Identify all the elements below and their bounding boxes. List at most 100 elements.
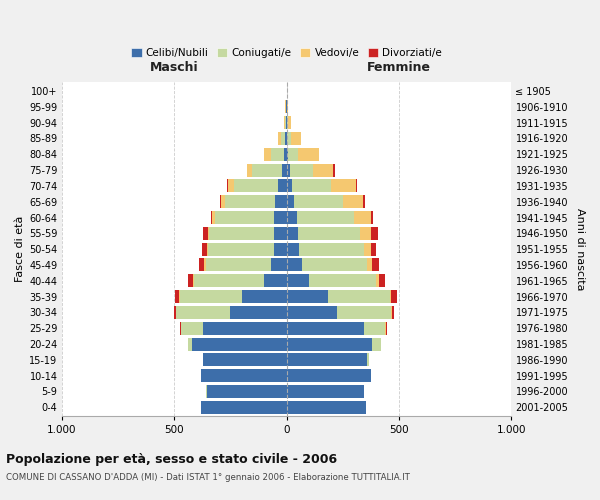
- Bar: [371, 242, 376, 256]
- Bar: [287, 401, 367, 414]
- Bar: [337, 306, 391, 319]
- Bar: [278, 180, 287, 192]
- Bar: [284, 116, 285, 129]
- Bar: [206, 258, 271, 272]
- Bar: [193, 274, 194, 287]
- Bar: [343, 195, 363, 208]
- Bar: [354, 211, 371, 224]
- Bar: [287, 227, 298, 240]
- Bar: [201, 401, 287, 414]
- Bar: [271, 148, 284, 161]
- Bar: [287, 180, 292, 192]
- Bar: [328, 290, 390, 303]
- Bar: [302, 258, 367, 272]
- Bar: [212, 211, 215, 224]
- Text: Maschi: Maschi: [150, 62, 199, 74]
- Bar: [201, 369, 287, 382]
- Bar: [379, 274, 385, 287]
- Bar: [287, 100, 288, 114]
- Bar: [285, 116, 286, 129]
- Bar: [275, 195, 287, 208]
- Bar: [282, 164, 287, 176]
- Bar: [208, 242, 274, 256]
- Bar: [188, 274, 193, 287]
- Bar: [371, 211, 373, 224]
- Bar: [287, 211, 296, 224]
- Bar: [228, 180, 233, 192]
- Bar: [274, 227, 287, 240]
- Bar: [287, 385, 364, 398]
- Bar: [264, 148, 271, 161]
- Bar: [274, 242, 287, 256]
- Bar: [298, 148, 319, 161]
- Bar: [291, 132, 301, 145]
- Bar: [298, 227, 359, 240]
- Bar: [206, 242, 208, 256]
- Bar: [251, 164, 282, 176]
- Bar: [188, 338, 192, 350]
- Bar: [287, 322, 364, 334]
- Bar: [367, 354, 368, 366]
- Bar: [287, 369, 371, 382]
- Bar: [367, 258, 372, 272]
- Bar: [211, 211, 212, 224]
- Bar: [284, 148, 287, 161]
- Bar: [371, 227, 377, 240]
- Bar: [288, 148, 298, 161]
- Bar: [290, 164, 313, 176]
- Bar: [287, 338, 372, 350]
- Bar: [209, 227, 274, 240]
- Bar: [242, 290, 287, 303]
- Bar: [376, 274, 379, 287]
- Bar: [356, 180, 358, 192]
- Bar: [247, 164, 251, 176]
- Text: Femmine: Femmine: [367, 62, 431, 74]
- Bar: [364, 242, 371, 256]
- Bar: [281, 132, 286, 145]
- Bar: [227, 180, 228, 192]
- Text: Popolazione per età, sesso e stato civile - 2006: Popolazione per età, sesso e stato civil…: [6, 452, 337, 466]
- Bar: [175, 290, 179, 303]
- Bar: [224, 195, 275, 208]
- Bar: [288, 116, 290, 129]
- Bar: [179, 290, 180, 303]
- Bar: [296, 211, 354, 224]
- Bar: [203, 354, 287, 366]
- Bar: [287, 354, 367, 366]
- Bar: [202, 242, 206, 256]
- Bar: [233, 180, 278, 192]
- Bar: [390, 290, 391, 303]
- Bar: [287, 258, 302, 272]
- Bar: [287, 116, 288, 129]
- Bar: [220, 195, 221, 208]
- Bar: [331, 180, 356, 192]
- Bar: [180, 290, 242, 303]
- Bar: [359, 227, 371, 240]
- Bar: [215, 211, 274, 224]
- Bar: [364, 322, 385, 334]
- Bar: [287, 164, 290, 176]
- Bar: [271, 258, 287, 272]
- Bar: [391, 306, 392, 319]
- Bar: [287, 148, 288, 161]
- Bar: [264, 274, 287, 287]
- Bar: [230, 306, 287, 319]
- Bar: [363, 195, 365, 208]
- Bar: [205, 258, 206, 272]
- Bar: [287, 274, 309, 287]
- Bar: [287, 195, 295, 208]
- Bar: [176, 306, 230, 319]
- Bar: [173, 306, 176, 319]
- Bar: [208, 227, 209, 240]
- Bar: [392, 306, 394, 319]
- Y-axis label: Anni di nascita: Anni di nascita: [575, 208, 585, 290]
- Bar: [372, 338, 381, 350]
- Bar: [299, 242, 364, 256]
- Bar: [194, 274, 264, 287]
- Bar: [334, 164, 335, 176]
- Bar: [192, 338, 287, 350]
- Bar: [295, 195, 343, 208]
- Bar: [180, 322, 181, 334]
- Bar: [199, 258, 205, 272]
- Bar: [278, 132, 281, 145]
